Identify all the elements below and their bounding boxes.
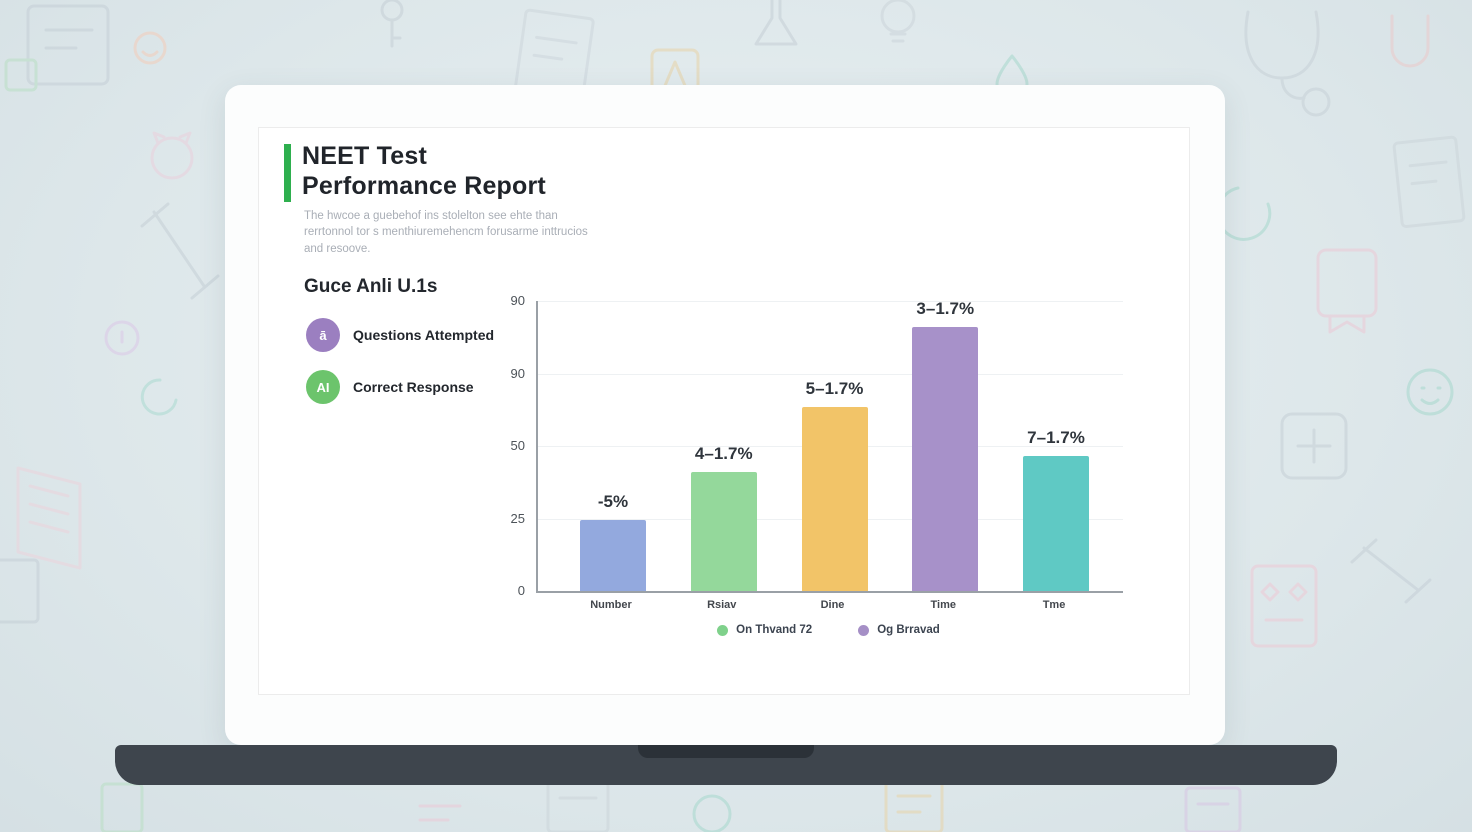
doodle-green-bottom-icon — [100, 782, 144, 832]
doodle-pink-lines-icon — [418, 804, 462, 822]
x-tick-label: Dine — [820, 599, 845, 611]
page-title: NEET Test Performance Report — [302, 142, 546, 201]
questions-attempted-icon: ā — [306, 318, 340, 352]
doodle-doc-bottom3-icon — [1184, 786, 1242, 832]
gridline — [538, 373, 1123, 375]
doodle-book-icon — [16, 466, 82, 570]
y-tick-label: 50 — [510, 438, 525, 453]
key-item-label: Questions Attempted — [353, 327, 495, 343]
doodle-plus-square-icon — [1280, 412, 1348, 480]
title-line-1: NEET Test — [302, 142, 427, 170]
doodle-circle-bottom-icon — [692, 794, 732, 832]
doodle-magnet-icon — [1390, 14, 1430, 68]
laptop-base — [115, 745, 1337, 785]
chart-bar-tme — [1023, 456, 1089, 591]
doodle-teal-arc-icon — [1216, 186, 1272, 241]
laptop-screen: NEET Test Performance Report The hwcoe a… — [225, 85, 1225, 745]
chart-legend-item: Og Brravad — [858, 624, 940, 636]
doodle-barbell-right-icon — [1350, 538, 1432, 604]
correct-response-icon: AI — [306, 370, 340, 404]
y-tick-label: 25 — [510, 510, 525, 526]
bar-value-label: 3–1.7% — [916, 299, 975, 318]
doodle-swirl-icon — [140, 378, 178, 416]
x-tick-label: Rsiav — [707, 599, 737, 611]
section-heading: Guce Anli U.1s — [304, 276, 438, 297]
doodle-doc-bottom1-icon — [546, 780, 610, 832]
title-line-2: Performance Report — [302, 171, 546, 200]
bar-value-label: -5% — [597, 492, 629, 511]
doodle-stethoscope-icon — [1244, 10, 1331, 117]
legend-dot-icon — [717, 624, 729, 636]
bar-value-label: 4–1.7% — [694, 444, 753, 463]
doodle-monitor-icon — [26, 4, 110, 86]
x-tick-label: Time — [930, 599, 956, 611]
report-subtitle: The hwcoe a guebehof ins stolelton see e… — [304, 210, 588, 255]
doodle-key-icon — [380, 0, 404, 48]
report-card: NEET Test Performance Report The hwcoe a… — [258, 127, 1190, 695]
chart-bar-dine — [801, 407, 868, 591]
doodle-cat-icon — [150, 131, 194, 180]
doodle-banner-icon — [1316, 248, 1378, 334]
doodle-bulb-icon — [880, 0, 916, 43]
doodle-doc-bottom2-icon — [884, 778, 944, 832]
bar-value-label: 7–1.7% — [1027, 428, 1085, 447]
laptop-base-notch — [638, 745, 814, 758]
doodle-sign-icon — [0, 558, 40, 624]
bar-value-label: 5–1.7% — [805, 379, 864, 398]
x-tick-label: Tme — [1042, 599, 1066, 611]
y-tick-label: 90 — [510, 365, 525, 381]
doodle-face-icon — [1406, 368, 1454, 416]
gridline — [538, 301, 1123, 302]
x-tick-label: Number — [590, 599, 632, 611]
chart-plot: -5% 4–1.7% 5–1.7% 3–1.7% 7–1.7% — [536, 299, 1123, 593]
key-item-correct-response: AI Correct Response — [306, 370, 474, 404]
y-tick-label: 90 — [510, 293, 525, 308]
chart-bar-time — [912, 327, 979, 591]
legend-label: On Thvand 72 — [736, 624, 813, 636]
chart-legend: On Thvand 72 Og Brravad — [536, 624, 1121, 636]
doodle-flask-icon — [754, 0, 798, 46]
legend-label: Og Brravad — [877, 624, 940, 636]
chart-legend-item: On Thvand 72 — [717, 624, 812, 636]
key-item-label: Correct Response — [353, 379, 474, 395]
chart-bar-number — [580, 520, 646, 591]
doodle-lock-icon — [104, 320, 140, 356]
doodle-green-card-icon — [4, 58, 38, 92]
legend-dot-icon — [858, 624, 870, 636]
doodle-barbell-left-icon — [140, 202, 220, 300]
doodle-calculator-icon — [1250, 564, 1318, 648]
title-accent-bar — [284, 144, 291, 202]
doodle-paper-right-icon — [1392, 135, 1466, 229]
y-tick-label: 0 — [517, 583, 525, 598]
key-item-questions-attempted: ā Questions Attempted — [306, 318, 494, 352]
doodle-smiley-icon — [133, 31, 167, 65]
chart-bar-rsiav — [690, 472, 757, 591]
